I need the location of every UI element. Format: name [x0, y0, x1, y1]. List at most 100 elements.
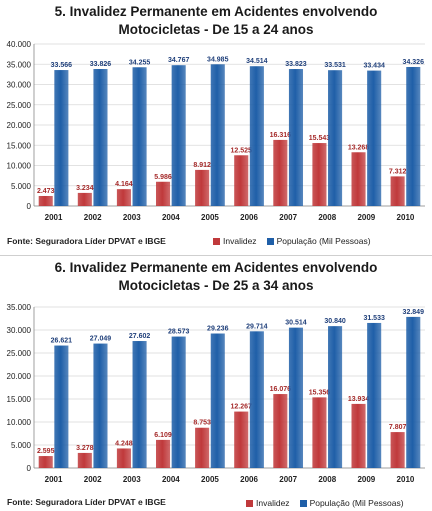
- data-label-populacao: 33.531: [324, 62, 346, 69]
- bar-invalidez: [390, 432, 405, 468]
- data-label-invalidez: 2.473: [37, 188, 55, 195]
- x-tick-label: 2004: [162, 475, 180, 484]
- x-tick-label: 2002: [84, 213, 102, 222]
- bar-populacao: [328, 70, 343, 206]
- x-tick-label: 2010: [397, 213, 415, 222]
- data-label-invalidez: 3.234: [76, 185, 94, 192]
- data-label-invalidez: 4.248: [115, 440, 133, 447]
- data-label-populacao: 30.514: [285, 320, 307, 327]
- bar-invalidez: [77, 192, 92, 206]
- bar-populacao: [210, 64, 225, 206]
- data-label-populacao: 29.714: [246, 323, 268, 330]
- y-tick-label: 10.000: [7, 418, 32, 427]
- data-label-invalidez: 12.267: [231, 404, 253, 411]
- legend-label: População (Mil Pessoas): [309, 498, 404, 508]
- data-label-populacao: 26.621: [51, 338, 73, 345]
- y-tick-label: 15.000: [7, 395, 32, 404]
- data-label-populacao: 31.533: [363, 315, 385, 322]
- data-label-invalidez: 16.316: [270, 132, 292, 139]
- data-label-invalidez: 16.076: [270, 386, 292, 393]
- bar-invalidez: [116, 189, 131, 206]
- data-label-populacao: 34.514: [246, 58, 268, 65]
- bar-populacao: [249, 331, 264, 468]
- data-label-populacao: 34.985: [207, 56, 229, 63]
- x-tick-label: 2001: [45, 475, 63, 484]
- data-label-populacao: 34.255: [129, 59, 151, 66]
- data-label-invalidez: 6.109: [154, 432, 172, 439]
- data-label-invalidez: 8.912: [193, 162, 211, 169]
- legend-item-populacao: População (Mil Pessoas): [299, 498, 404, 508]
- bar-populacao: [171, 65, 186, 206]
- bar-populacao: [171, 336, 186, 468]
- data-label-populacao: 29.236: [207, 326, 229, 333]
- bar-invalidez: [155, 439, 171, 468]
- y-tick-label: 35.000: [7, 303, 32, 312]
- bar-populacao: [406, 66, 421, 206]
- y-tick-label: 0: [27, 202, 32, 211]
- x-tick-label: 2003: [123, 213, 141, 222]
- data-label-invalidez: 3.278: [76, 445, 94, 452]
- data-label-populacao: 27.602: [129, 333, 151, 340]
- bar-invalidez: [390, 176, 405, 206]
- bar-invalidez: [195, 169, 210, 206]
- bar-invalidez: [312, 397, 327, 468]
- data-label-populacao: 30.840: [324, 318, 346, 325]
- x-tick-label: 2007: [279, 475, 297, 484]
- chart-legend: Invalidez População (Mil Pessoas): [246, 498, 414, 508]
- y-tick-label: 25.000: [7, 101, 32, 110]
- chart-legend: Invalidez População (Mil Pessoas): [213, 236, 381, 246]
- data-label-invalidez: 15.356: [309, 389, 331, 396]
- data-label-populacao: 34.767: [168, 57, 190, 64]
- data-label-invalidez: 7.807: [389, 424, 407, 431]
- y-tick-label: 20.000: [7, 372, 32, 381]
- y-tick-label: 30.000: [7, 81, 32, 90]
- legend-label: Invalidez: [256, 498, 290, 508]
- legend-item-populacao: População (Mil Pessoas): [266, 236, 371, 246]
- y-tick-label: 5.000: [11, 441, 32, 450]
- y-tick-label: 30.000: [7, 326, 32, 335]
- x-tick-label: 2008: [318, 475, 336, 484]
- x-tick-label: 2007: [279, 213, 297, 222]
- legend-item-invalidez: Invalidez: [246, 498, 290, 508]
- bar-populacao: [406, 316, 421, 468]
- bar-populacao: [54, 345, 69, 468]
- y-tick-label: 5.000: [11, 182, 32, 191]
- chart-panel-2: 6. Invalidez Permanente em Acidentes env…: [0, 256, 432, 511]
- y-tick-label: 10.000: [7, 162, 32, 171]
- data-label-invalidez: 4.164: [115, 181, 133, 188]
- bar-invalidez: [351, 403, 366, 468]
- x-tick-label: 2002: [84, 475, 102, 484]
- bar-populacao: [93, 343, 108, 468]
- y-tick-label: 40.000: [7, 40, 32, 49]
- bar-invalidez: [351, 152, 366, 206]
- x-tick-label: 2010: [397, 475, 415, 484]
- bar-populacao: [249, 66, 264, 207]
- chart-title-line1: 5. Invalidez Permanente em Acidentes env…: [54, 4, 378, 19]
- data-label-populacao: 33.823: [285, 61, 307, 68]
- y-tick-label: 25.000: [7, 349, 32, 358]
- bar-chart-1: 0 5.000 10.000 15.000 20.000 25.000 30.000 35.0…: [7, 40, 425, 222]
- bar-invalidez: [312, 143, 327, 206]
- data-label-invalidez: 13.934: [348, 396, 370, 403]
- data-label-populacao: 28.573: [168, 329, 190, 336]
- bar-chart-2: 0 5.000 10.000 15.000 20.000 25.000 30.000 35.0…: [7, 303, 425, 484]
- x-tick-label: 2005: [201, 475, 219, 484]
- data-label-populacao: 33.826: [90, 61, 112, 68]
- chart-source: Fonte: Seguradora Líder DPVAT e IBGE: [7, 236, 166, 246]
- chart-panel-1: 5. Invalidez Permanente em Acidentes env…: [0, 0, 432, 255]
- chart-title-line1: 6. Invalidez Permanente em Acidentes env…: [54, 260, 378, 275]
- legend-swatch-populacao: [266, 237, 274, 245]
- legend-label: População (Mil Pessoas): [276, 236, 371, 246]
- bar-populacao: [288, 69, 304, 207]
- legend-swatch-populacao: [299, 499, 307, 507]
- chart-title-line2: Motocicletas - De 15 a 24 anos: [118, 22, 314, 37]
- data-label-populacao: 33.434: [363, 63, 385, 70]
- data-label-invalidez: 2.595: [37, 448, 55, 455]
- x-tick-label: 2006: [240, 475, 258, 484]
- bar-populacao: [367, 322, 382, 468]
- legend-label: Invalidez: [223, 236, 257, 246]
- bar-invalidez: [234, 411, 249, 468]
- data-label-populacao: 27.049: [90, 336, 112, 343]
- x-tick-label: 2006: [240, 213, 258, 222]
- data-label-invalidez: 12.525: [231, 147, 253, 154]
